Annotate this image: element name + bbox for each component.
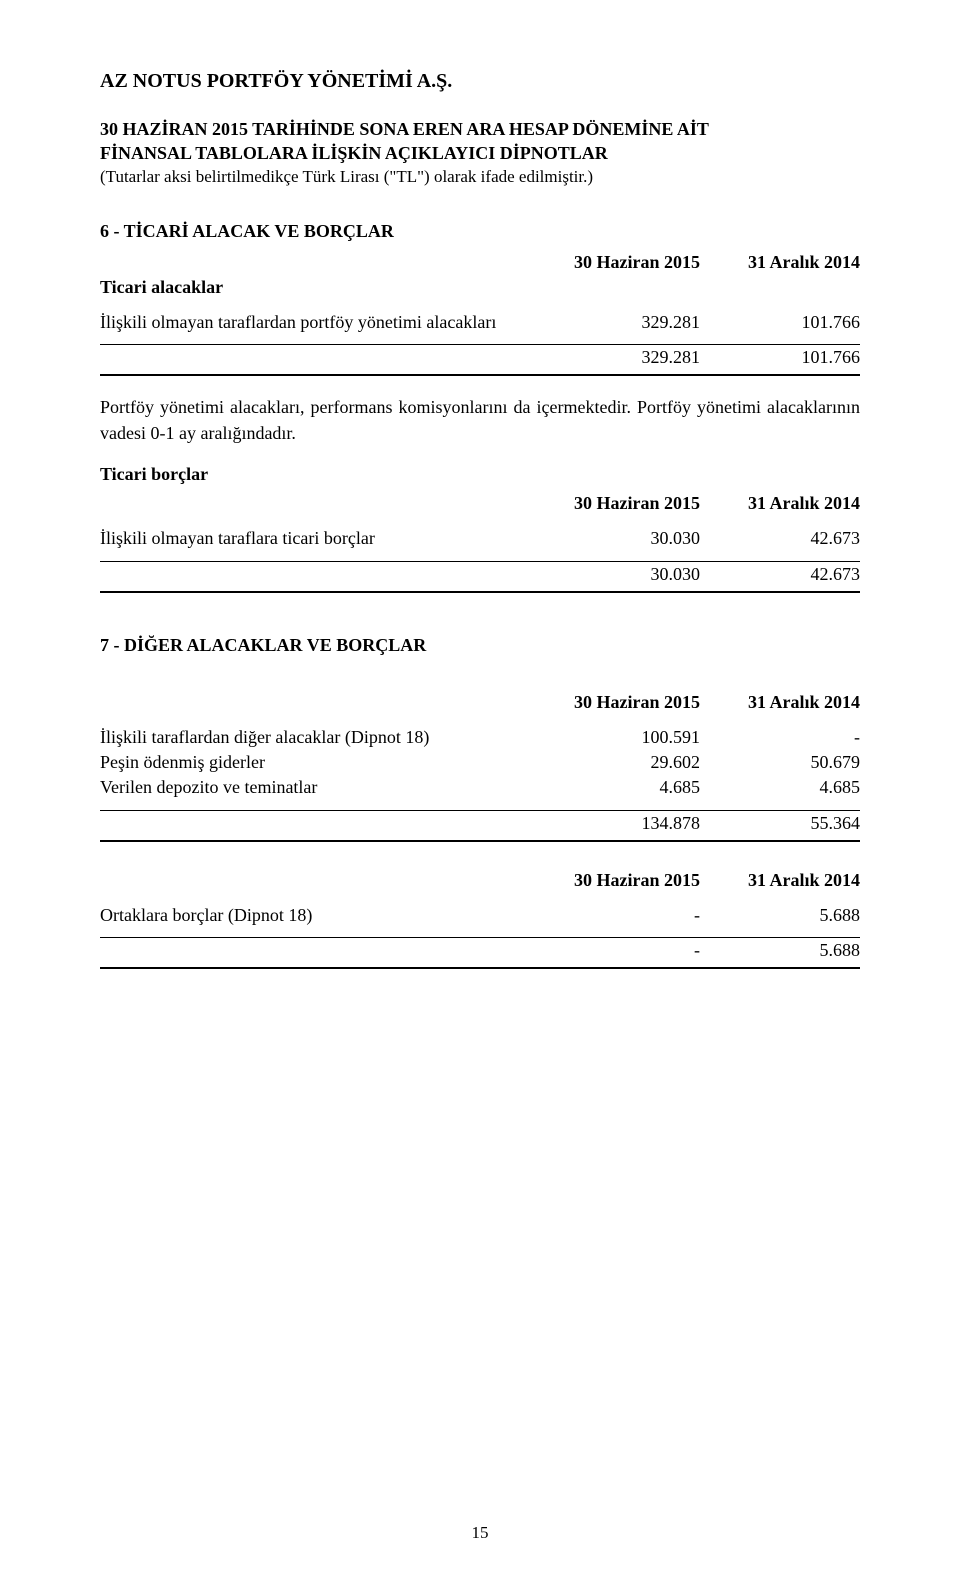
row-label: İlişkili taraflardan diğer alacaklar (Di… [100, 725, 540, 750]
row-value: 5.688 [700, 903, 860, 928]
section-6-receivables-table: 30 Haziran 2015 31 Aralık 2014 Ticari al… [100, 250, 860, 377]
row-value: - [700, 725, 860, 750]
total-value: 5.688 [700, 938, 860, 964]
total-value: 101.766 [700, 345, 860, 371]
col-header-date2: 31 Aralık 2014 [700, 250, 860, 275]
section-6-payables-table: 30 Haziran 2015 31 Aralık 2014 İlişkili … [100, 491, 860, 593]
row-label: İlişkili olmayan taraflara ticari borçla… [100, 526, 540, 551]
section-7-receivables-table: 30 Haziran 2015 31 Aralık 2014 İlişkili … [100, 690, 860, 842]
total-value: 134.878 [540, 810, 700, 836]
col-header-date1: 30 Haziran 2015 [540, 690, 700, 715]
row-value: 42.673 [700, 526, 860, 551]
section-6-heading: 6 - TİCARİ ALACAK VE BORÇLAR [100, 219, 860, 244]
row-value: 329.281 [540, 310, 700, 335]
row-value: 29.602 [540, 750, 700, 775]
col-header-date2: 31 Aralık 2014 [700, 491, 860, 516]
row-value: 30.030 [540, 526, 700, 551]
section-6-paragraph: Portföy yönetimi alacakları, performans … [100, 394, 860, 446]
trade-payables-subheading: Ticari borçlar [100, 464, 860, 485]
row-label: İlişkili olmayan taraflardan portföy yön… [100, 310, 540, 335]
total-value: 42.673 [700, 561, 860, 587]
report-subnote: (Tutarlar aksi belirtilmedikçe Türk Lira… [100, 166, 860, 189]
row-value: 4.685 [700, 775, 860, 800]
col-header-date2: 31 Aralık 2014 [700, 690, 860, 715]
row-value: 50.679 [700, 750, 860, 775]
company-title: AZ NOTUS PORTFÖY YÖNETİMİ A.Ş. [100, 70, 860, 93]
row-value: - [540, 903, 700, 928]
row-label: Verilen depozito ve teminatlar [100, 775, 540, 800]
total-value: 55.364 [700, 810, 860, 836]
row-label: Ortaklara borçlar (Dipnot 18) [100, 903, 540, 928]
section-7-payables-table: 30 Haziran 2015 31 Aralık 2014 Ortaklara… [100, 868, 860, 970]
col-header-date1: 30 Haziran 2015 [540, 250, 700, 275]
report-heading-line1: 30 HAZİRAN 2015 TARİHİNDE SONA EREN ARA … [100, 117, 860, 141]
col-header-date2: 31 Aralık 2014 [700, 868, 860, 893]
total-value: - [540, 938, 700, 964]
page-number: 15 [0, 1523, 960, 1543]
trade-receivables-subheading: Ticari alacaklar [100, 275, 540, 300]
row-label: Peşin ödenmiş giderler [100, 750, 540, 775]
col-header-date1: 30 Haziran 2015 [540, 491, 700, 516]
col-header-date1: 30 Haziran 2015 [540, 868, 700, 893]
row-value: 101.766 [700, 310, 860, 335]
total-value: 329.281 [540, 345, 700, 371]
row-value: 100.591 [540, 725, 700, 750]
section-7-heading: 7 - DİĞER ALACAKLAR VE BORÇLAR [100, 633, 860, 658]
report-heading-line2: FİNANSAL TABLOLARA İLİŞKİN AÇIKLAYICI Dİ… [100, 141, 860, 165]
total-value: 30.030 [540, 561, 700, 587]
row-value: 4.685 [540, 775, 700, 800]
